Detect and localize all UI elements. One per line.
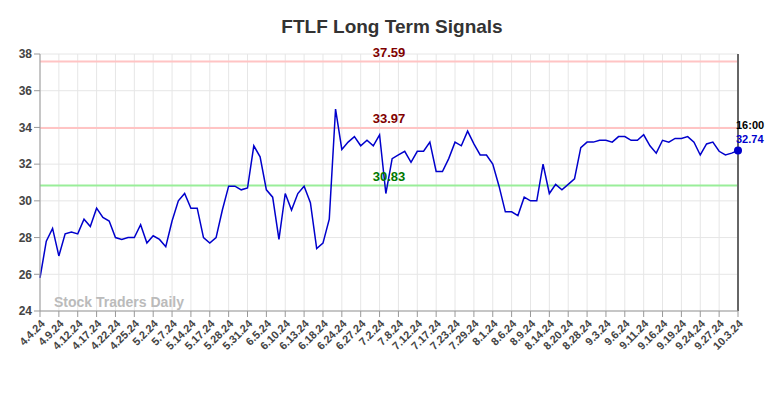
svg-text:6.10.24: 6.10.24 xyxy=(257,317,293,352)
svg-text:9.16.24: 9.16.24 xyxy=(635,317,670,352)
html-text:Stock Traders Daily: Stock Traders Daily xyxy=(54,294,184,310)
svg-text:8.14.24: 8.14.24 xyxy=(521,317,557,352)
svg-text:16:00: 16:00 xyxy=(736,119,764,131)
svg-text:9.24.24: 9.24.24 xyxy=(672,317,708,352)
svg-text:8.6.24: 8.6.24 xyxy=(488,317,519,348)
svg-text:32.74: 32.74 xyxy=(736,133,764,145)
svg-text:7.29.24: 7.29.24 xyxy=(446,317,481,352)
svg-text:9.3.24: 9.3.24 xyxy=(582,317,613,348)
svg-text:9.27.24: 9.27.24 xyxy=(691,317,727,352)
svg-text:24: 24 xyxy=(19,304,33,318)
svg-text:28: 28 xyxy=(19,231,33,245)
svg-text:5.31.24: 5.31.24 xyxy=(220,317,255,352)
svg-text:7.8.24: 7.8.24 xyxy=(375,317,406,348)
svg-text:4.12.24: 4.12.24 xyxy=(50,317,85,352)
svg-text:6.18.24: 6.18.24 xyxy=(295,317,330,352)
svg-text:8.20.24: 8.20.24 xyxy=(540,317,576,352)
svg-text:9.11.24: 9.11.24 xyxy=(616,317,651,352)
svg-text:9.6.24: 9.6.24 xyxy=(601,317,632,348)
svg-text:10.3.24: 10.3.24 xyxy=(710,317,745,352)
svg-text:4.25.24: 4.25.24 xyxy=(106,317,142,352)
svg-text:36: 36 xyxy=(19,84,33,98)
svg-text:33.97: 33.97 xyxy=(373,111,406,126)
svg-text:34: 34 xyxy=(19,121,33,135)
svg-text:4.9.24: 4.9.24 xyxy=(35,317,66,348)
svg-text:5.2.24: 5.2.24 xyxy=(130,317,161,348)
svg-text:6.27.24: 6.27.24 xyxy=(333,317,368,352)
svg-text:6.24.24: 6.24.24 xyxy=(314,317,349,352)
svg-text:7.17.24: 7.17.24 xyxy=(408,317,444,352)
svg-text:5.28.24: 5.28.24 xyxy=(201,317,236,352)
svg-text:5.17.24: 5.17.24 xyxy=(182,317,217,352)
svg-text:37.59: 37.59 xyxy=(373,45,406,60)
svg-text:26: 26 xyxy=(19,268,33,282)
svg-text:9.19.24: 9.19.24 xyxy=(653,317,689,352)
svg-text:5.7.24: 5.7.24 xyxy=(148,317,179,348)
svg-text:38: 38 xyxy=(19,47,33,61)
svg-text:4.22.24: 4.22.24 xyxy=(88,317,123,352)
svg-text:4.4.24: 4.4.24 xyxy=(16,317,47,348)
svg-text:6.5.24: 6.5.24 xyxy=(243,317,274,348)
svg-text:7.23.24: 7.23.24 xyxy=(427,317,462,352)
html-text:FTLF Long Term Signals: FTLF Long Term Signals xyxy=(281,16,503,37)
svg-text:8.1.24: 8.1.24 xyxy=(469,317,500,348)
svg-text:7.2.24: 7.2.24 xyxy=(356,317,387,348)
svg-text:32: 32 xyxy=(19,157,33,171)
svg-text:4.17.24: 4.17.24 xyxy=(69,317,104,352)
svg-text:30: 30 xyxy=(19,194,33,208)
svg-text:7.12.24: 7.12.24 xyxy=(389,317,425,352)
svg-text:30.83: 30.83 xyxy=(373,169,406,184)
svg-text:6.13.24: 6.13.24 xyxy=(276,317,311,352)
svg-text:5.14.24: 5.14.24 xyxy=(163,317,198,352)
svg-text:8.28.24: 8.28.24 xyxy=(559,317,594,352)
svg-text:8.9.24: 8.9.24 xyxy=(507,317,538,348)
